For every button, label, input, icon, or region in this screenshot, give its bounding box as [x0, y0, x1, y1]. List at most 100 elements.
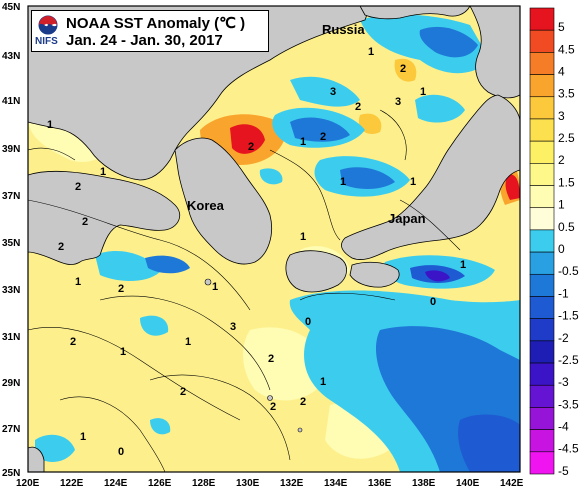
- contour-value-label: 2: [70, 336, 76, 348]
- colorbar-swatch: [529, 273, 555, 297]
- colorbar-label: 2.5: [558, 131, 575, 145]
- anomaly-warm-patch: [394, 58, 417, 82]
- lon-label: 132E: [280, 478, 304, 489]
- colorbar-label: -2.5: [558, 353, 579, 367]
- contour-value-label: 2: [300, 396, 306, 408]
- label-russia: Russia: [322, 22, 365, 37]
- colorbar-swatch: [529, 118, 555, 142]
- colorbar-swatch: [529, 451, 555, 475]
- contour-value-label: 2: [75, 181, 81, 193]
- colorbar-label: -4.5: [558, 442, 579, 456]
- colorbar-label: 1.5: [558, 175, 575, 189]
- contour-value-label: 1: [300, 231, 306, 243]
- anomaly-cold-region: [95, 251, 160, 281]
- contour-value-label: 1: [368, 46, 374, 58]
- colorbar-swatch: [529, 251, 555, 275]
- anomaly-warm-patch: [230, 124, 265, 154]
- colorbar-label: 4.5: [558, 42, 575, 56]
- colorbar-label: -0.5: [558, 264, 579, 278]
- lat-label: 33N: [2, 285, 20, 296]
- anomaly-cold-region: [458, 414, 520, 472]
- land-hokkaido: [469, 6, 520, 99]
- contour-value-label: 2: [268, 353, 274, 365]
- land-japan-honshu: [341, 94, 520, 260]
- contour-value-label: 2: [180, 386, 186, 398]
- colorbar-label: -1: [558, 286, 569, 300]
- contour-value-label: 2: [248, 141, 254, 153]
- map-area: [28, 6, 520, 472]
- colorbar-swatch: [529, 185, 555, 209]
- lon-label: 126E: [148, 478, 172, 489]
- colorbar-swatch: [529, 96, 555, 120]
- contour-value-label: 1: [410, 176, 416, 188]
- colorbar-swatch: [529, 318, 555, 342]
- colorbar-label: -3.5: [558, 397, 579, 411]
- contour-lines: [28, 109, 461, 472]
- island: [297, 427, 303, 433]
- colorbar: 5 4.5 4 3.5 3 2.5 2 1.5 1 0.5 0 -0.5 -1 -1.5 -2 -2.5 -3 -…: [529, 7, 579, 478]
- colorbar-swatch: [529, 7, 555, 31]
- colorbar-swatch: [529, 207, 555, 231]
- land-china-coast: [28, 170, 181, 265]
- lat-label: 31N: [2, 332, 20, 343]
- lat-label: 25N: [2, 468, 20, 479]
- colorbar-swatch: [529, 362, 555, 386]
- contour-value-label: 1: [320, 376, 326, 388]
- contour-label-group: 2 1 2 2 1 1 2 2 1 3 2 1 0 1 2 3 2 1 2 1 2 1 3 1 0 1 2 1 2 2 1 0 1 1: [47, 46, 466, 458]
- map-date-range: Jan. 24 - Jan. 30, 2017: [66, 32, 223, 49]
- colorbar-label: 5: [558, 20, 565, 34]
- anomaly-cold-region: [290, 117, 350, 142]
- colorbar-label: -5: [558, 464, 569, 478]
- colorbar-swatch: [529, 29, 555, 53]
- contour-value-label: 3: [230, 321, 236, 333]
- land-japan-shikoku: [349, 261, 400, 288]
- colorbar-swatch: [529, 163, 555, 186]
- contour-value-label: 1: [120, 346, 126, 358]
- anomaly-cold-region: [419, 26, 478, 58]
- lat-label: 39N: [2, 144, 20, 155]
- island: [204, 278, 212, 286]
- anomaly-cold-region: [140, 315, 169, 336]
- contour-value-label: 1: [100, 166, 106, 178]
- colorbar-label: 3: [558, 109, 565, 123]
- lon-label: 138E: [412, 478, 436, 489]
- anomaly-cold-region: [340, 167, 395, 189]
- colorbar-label: 0.5: [558, 220, 575, 234]
- colorbar-swatch: [529, 340, 555, 364]
- contour-value-label: 1: [340, 176, 346, 188]
- anomaly-cold-region: [415, 94, 465, 123]
- longitude-axis: 120E 122E 124E 126E 128E 130E 132E 134E …: [16, 478, 524, 489]
- lon-label: 134E: [324, 478, 348, 489]
- contour-value-label: 3: [395, 96, 401, 108]
- colorbar-label: 1: [558, 198, 565, 212]
- lat-label: 27N: [2, 424, 20, 435]
- colorbar-swatch: [529, 429, 555, 453]
- contour-value-label: 2: [58, 241, 64, 253]
- island: [267, 395, 273, 401]
- lat-label: 29N: [2, 378, 20, 389]
- nifs-logo-icon: [38, 15, 58, 35]
- colorbar-swatch: [529, 384, 555, 408]
- colorbar-swatch: [529, 407, 555, 430]
- contour-value-label: 2: [270, 401, 276, 413]
- colorbar-label: -3: [558, 375, 569, 389]
- lat-label: 43N: [2, 51, 20, 62]
- anomaly-cold-region: [150, 418, 171, 435]
- colorbar-label: -1.5: [558, 309, 579, 323]
- lon-label: 130E: [236, 478, 260, 489]
- contour-value-label: 2: [82, 216, 88, 228]
- anomaly-cold-region: [259, 168, 283, 185]
- lat-label: 45N: [2, 2, 20, 13]
- title-box: NIFS NOAA SST Anomaly (℃ ) Jan. 24 - Jan…: [31, 10, 269, 52]
- contour-value-label: 1: [185, 336, 191, 348]
- lon-label: 120E: [16, 478, 40, 489]
- land-japan-kyushu: [285, 250, 347, 293]
- land-korea: [174, 137, 272, 265]
- label-korea: Korea: [187, 198, 225, 213]
- colorbar-swatch: [529, 140, 555, 164]
- contour-value-label: 1: [47, 119, 53, 131]
- lon-label: 128E: [192, 478, 216, 489]
- contour-value-label: 2: [400, 63, 406, 75]
- colorbar-swatch: [529, 229, 555, 253]
